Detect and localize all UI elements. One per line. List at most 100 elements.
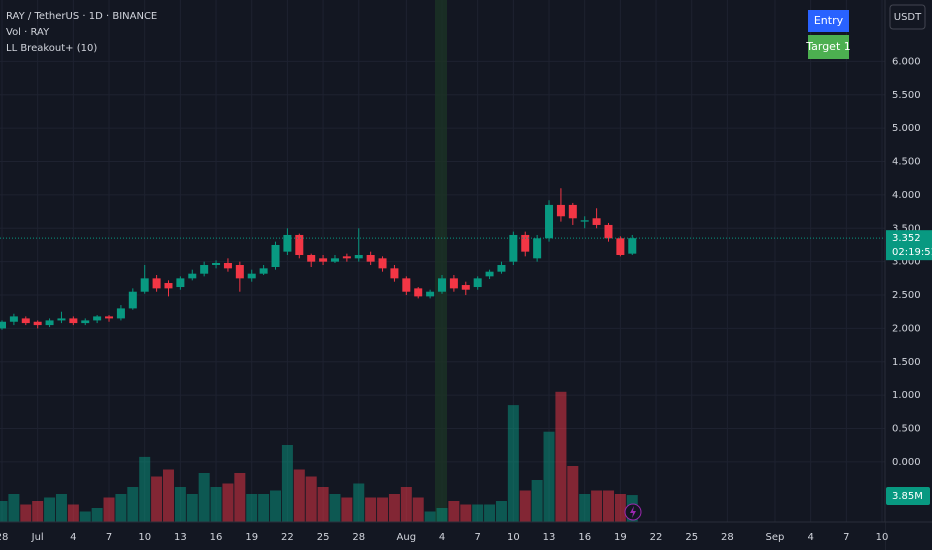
currency-button[interactable] <box>889 4 926 30</box>
volume-bar <box>353 483 365 522</box>
volume-bar <box>210 487 222 522</box>
volume-bar <box>507 405 519 522</box>
candle-body <box>212 263 221 266</box>
volume-bar <box>222 483 234 522</box>
x-tick-label: 7 <box>843 532 849 543</box>
candle-body <box>140 278 149 292</box>
y-tick-label: 1.500 <box>892 357 921 368</box>
target-button[interactable] <box>808 35 849 59</box>
y-tick-label: 1.000 <box>892 390 921 401</box>
entry-label[interactable]: Entry <box>814 14 844 27</box>
y-tick-label: 4.500 <box>892 157 921 168</box>
volume-bar <box>555 391 567 522</box>
volume-bar <box>162 469 174 522</box>
candle-body <box>271 244 280 268</box>
x-tick-label: 10 <box>138 532 151 543</box>
volume-bar <box>103 497 115 522</box>
candle-body <box>628 238 637 254</box>
volume-bar <box>519 490 531 522</box>
y-tick-label: 5.000 <box>892 123 921 134</box>
volume-bar <box>484 504 496 522</box>
candle-body <box>21 318 30 324</box>
candle-body <box>568 204 577 219</box>
x-tick-label: 19 <box>245 532 258 543</box>
y-tick-label: 0.500 <box>892 424 921 435</box>
volume-bar <box>329 494 341 522</box>
candle-body <box>461 285 470 290</box>
volume-bar <box>127 487 139 522</box>
volume-bar <box>341 497 353 522</box>
x-tick-label: 4 <box>439 532 445 543</box>
volume-bar <box>186 494 198 522</box>
price-axis <box>885 0 932 550</box>
candle-body <box>342 256 351 259</box>
indicator-title: LL Breakout+ (10) <box>6 43 97 54</box>
candle-body <box>259 268 268 274</box>
volume-bar <box>258 494 270 522</box>
volume-bar <box>400 487 412 522</box>
x-tick-label: 7 <box>106 532 112 543</box>
x-tick-label: 28 <box>721 532 734 543</box>
candle-body <box>57 318 66 321</box>
candle-body <box>616 238 625 255</box>
candle-body <box>235 265 244 279</box>
volume-bar <box>602 490 614 522</box>
volume-bar <box>0 501 8 522</box>
x-tick-label: 25 <box>317 532 330 543</box>
candle-body <box>69 318 78 324</box>
candle-body <box>105 316 114 319</box>
time-axis <box>0 522 885 550</box>
candle-body <box>176 278 185 288</box>
volume-bar <box>531 480 543 522</box>
volume-bar <box>44 497 56 522</box>
volume-bar <box>79 511 91 522</box>
volume-bar <box>436 508 448 522</box>
candle-body <box>247 273 256 279</box>
volume-bar <box>151 476 163 522</box>
candle-body <box>295 234 304 255</box>
highlight-band <box>435 0 447 522</box>
candle-body <box>223 263 232 269</box>
volume-bar <box>495 501 507 522</box>
volume-bar <box>246 494 258 522</box>
volume-bar <box>115 494 127 522</box>
candle-body <box>592 218 601 225</box>
candle-body <box>93 316 102 321</box>
x-tick-label: Aug <box>397 532 417 543</box>
volume-bar <box>614 494 626 522</box>
entry-button[interactable] <box>808 10 849 32</box>
candle-body <box>152 278 161 289</box>
target-label[interactable]: Target 1 <box>805 40 851 53</box>
candle-body <box>556 204 565 217</box>
y-tick-label: 3.000 <box>892 257 921 268</box>
volume-bar <box>591 490 603 522</box>
x-tick-label: 28 <box>0 532 8 543</box>
x-tick-label: 28 <box>352 532 365 543</box>
volume-bar <box>281 445 293 522</box>
y-tick-label: 6.000 <box>892 56 921 67</box>
x-tick-label: 10 <box>507 532 520 543</box>
candle-body <box>0 321 6 329</box>
volume-label-box <box>886 487 930 506</box>
x-tick-label: 22 <box>281 532 294 543</box>
candle-body <box>354 254 363 259</box>
currency-label[interactable]: USDT <box>894 12 922 23</box>
volume-bar <box>448 501 460 522</box>
y-tick-label: 2.000 <box>892 323 921 334</box>
x-tick-label: 25 <box>685 532 698 543</box>
candle-body <box>426 291 435 297</box>
volume-bar <box>234 473 246 522</box>
candle-body <box>9 316 18 322</box>
candle-body <box>378 258 387 269</box>
volume-bar <box>579 494 591 522</box>
candle-body <box>497 265 506 272</box>
volume-bar <box>543 431 555 522</box>
y-tick-label: 4.000 <box>892 190 921 201</box>
candle-body <box>580 220 589 222</box>
candle-body <box>402 278 411 292</box>
volume-title: Vol · RAY <box>6 27 50 38</box>
x-tick-label: Jul <box>31 532 44 543</box>
candle-body <box>188 273 197 279</box>
volume-bar <box>317 487 329 522</box>
